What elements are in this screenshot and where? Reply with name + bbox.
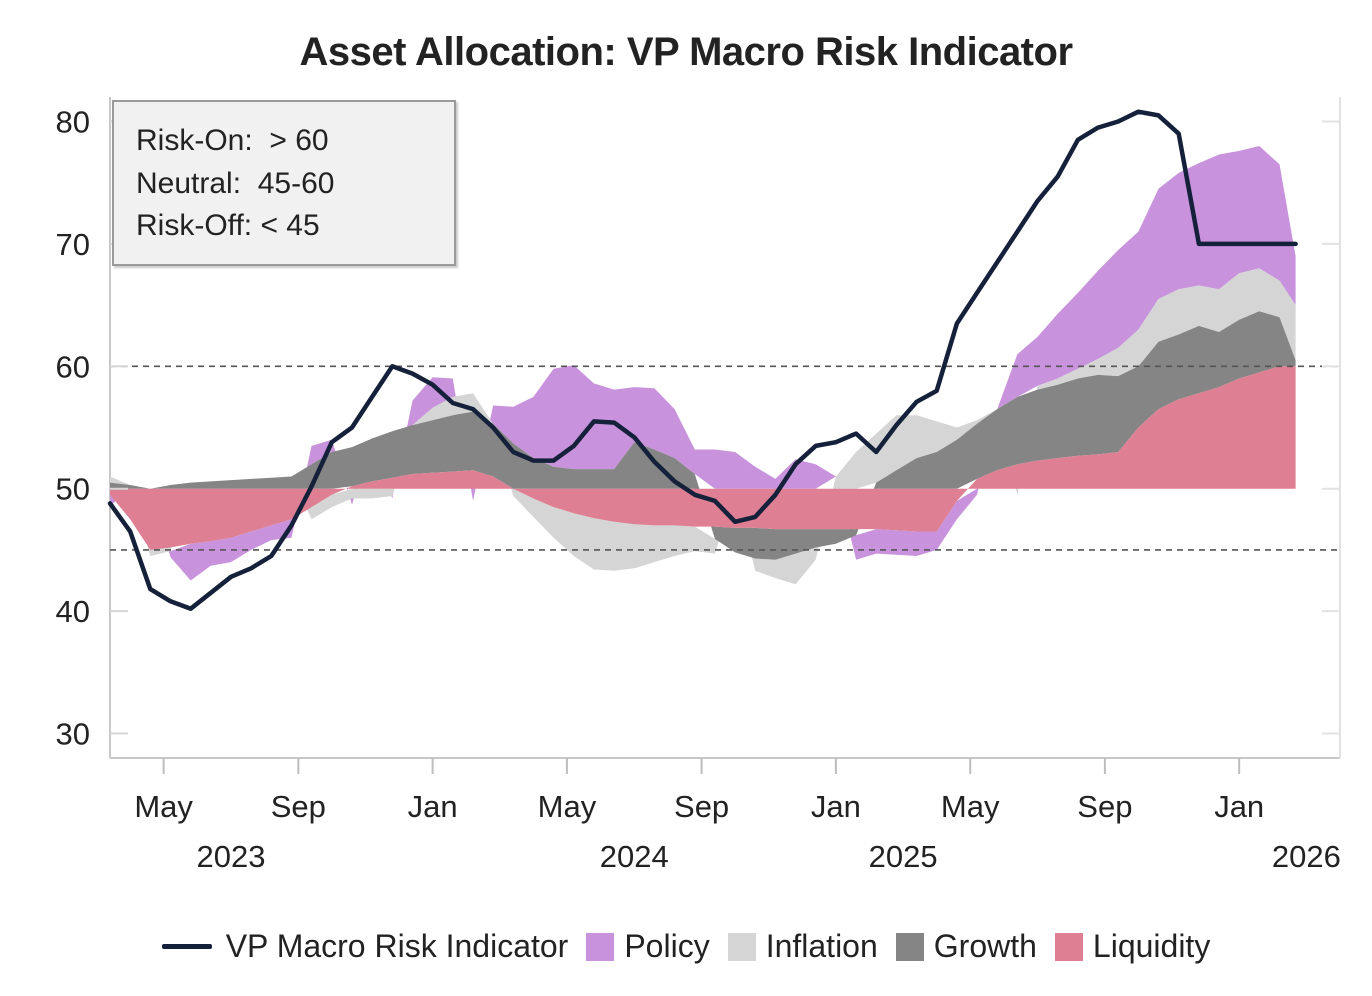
legend-item-inflation[interactable]: Inflation bbox=[727, 928, 878, 965]
legend-item-policy[interactable]: Policy bbox=[586, 928, 710, 965]
inflation-swatch bbox=[727, 932, 756, 961]
x-tick-label-3: May bbox=[538, 789, 597, 824]
zone-risk-on: Risk-On: > 60 bbox=[136, 124, 329, 157]
legend-item-growth[interactable]: Growth bbox=[895, 928, 1037, 965]
legend-label-indicator: VP Macro Risk Indicator bbox=[225, 928, 569, 964]
policy-swatch bbox=[586, 932, 615, 961]
year-label-2025: 2025 bbox=[869, 839, 938, 874]
threshold-lines bbox=[110, 365, 1340, 551]
y-tick-label-40: 40 bbox=[56, 594, 90, 629]
liquidity-swatch bbox=[1054, 932, 1083, 961]
growth-swatch bbox=[895, 932, 924, 961]
series-legend: VP Macro Risk Indicator Policy Inflation… bbox=[0, 928, 1372, 965]
indicator-line-swatch bbox=[161, 944, 212, 949]
x-tick-label-8: Jan bbox=[1214, 789, 1264, 824]
legend-label-liquidity: Liquidity bbox=[1092, 928, 1211, 964]
plot-frame bbox=[109, 97, 1341, 759]
zone-neutral: Neutral: 45-60 bbox=[136, 167, 335, 200]
y-tick-label-50: 50 bbox=[56, 472, 90, 507]
year-label-2023: 2023 bbox=[196, 839, 265, 874]
x-tick-label-2: Jan bbox=[408, 789, 458, 824]
y-tick-label-60: 60 bbox=[56, 349, 90, 384]
year-label-2026: 2026 bbox=[1272, 839, 1341, 874]
legend-label-inflation: Inflation bbox=[765, 928, 878, 964]
indicator-line bbox=[107, 109, 1298, 611]
legend-label-policy: Policy bbox=[624, 928, 710, 964]
x-tick-label-0: May bbox=[134, 789, 193, 824]
legend-item-indicator[interactable]: VP Macro Risk Indicator bbox=[161, 928, 569, 965]
zone-risk-off: Risk-Off: < 45 bbox=[136, 209, 320, 242]
y-axis: 30 40 50 60 70 80 bbox=[56, 104, 1340, 752]
y-tick-label-80: 80 bbox=[56, 104, 90, 139]
y-tick-label-70: 70 bbox=[56, 227, 90, 262]
legend-label-growth: Growth bbox=[933, 928, 1037, 964]
area-policy bbox=[110, 146, 1296, 581]
x-tick-label-6: May bbox=[941, 789, 1000, 824]
legend-item-liquidity[interactable]: Liquidity bbox=[1054, 928, 1211, 965]
area-inflation bbox=[110, 268, 1296, 585]
zone-legend-box: Risk-On: > 60 Neutral: 45-60 Risk-Off: <… bbox=[112, 100, 456, 266]
area-growth bbox=[110, 311, 1296, 560]
x-tick-label-1: Sep bbox=[271, 789, 326, 824]
area-liquidity bbox=[110, 366, 1296, 550]
year-label-2024: 2024 bbox=[600, 839, 669, 874]
stacked-areas bbox=[110, 146, 1296, 585]
indicator-series bbox=[107, 109, 1298, 611]
x-tick-label-4: Sep bbox=[674, 789, 729, 824]
chart-title: Asset Allocation: VP Macro Risk Indicato… bbox=[299, 30, 1073, 74]
x-tick-label-7: Sep bbox=[1077, 789, 1132, 824]
x-tick-label-5: Jan bbox=[811, 789, 861, 824]
y-tick-label-30: 30 bbox=[56, 717, 90, 752]
x-axis: May Sep Jan May Sep Jan May Sep Jan 2023 2024 2025 2… bbox=[134, 758, 1341, 874]
